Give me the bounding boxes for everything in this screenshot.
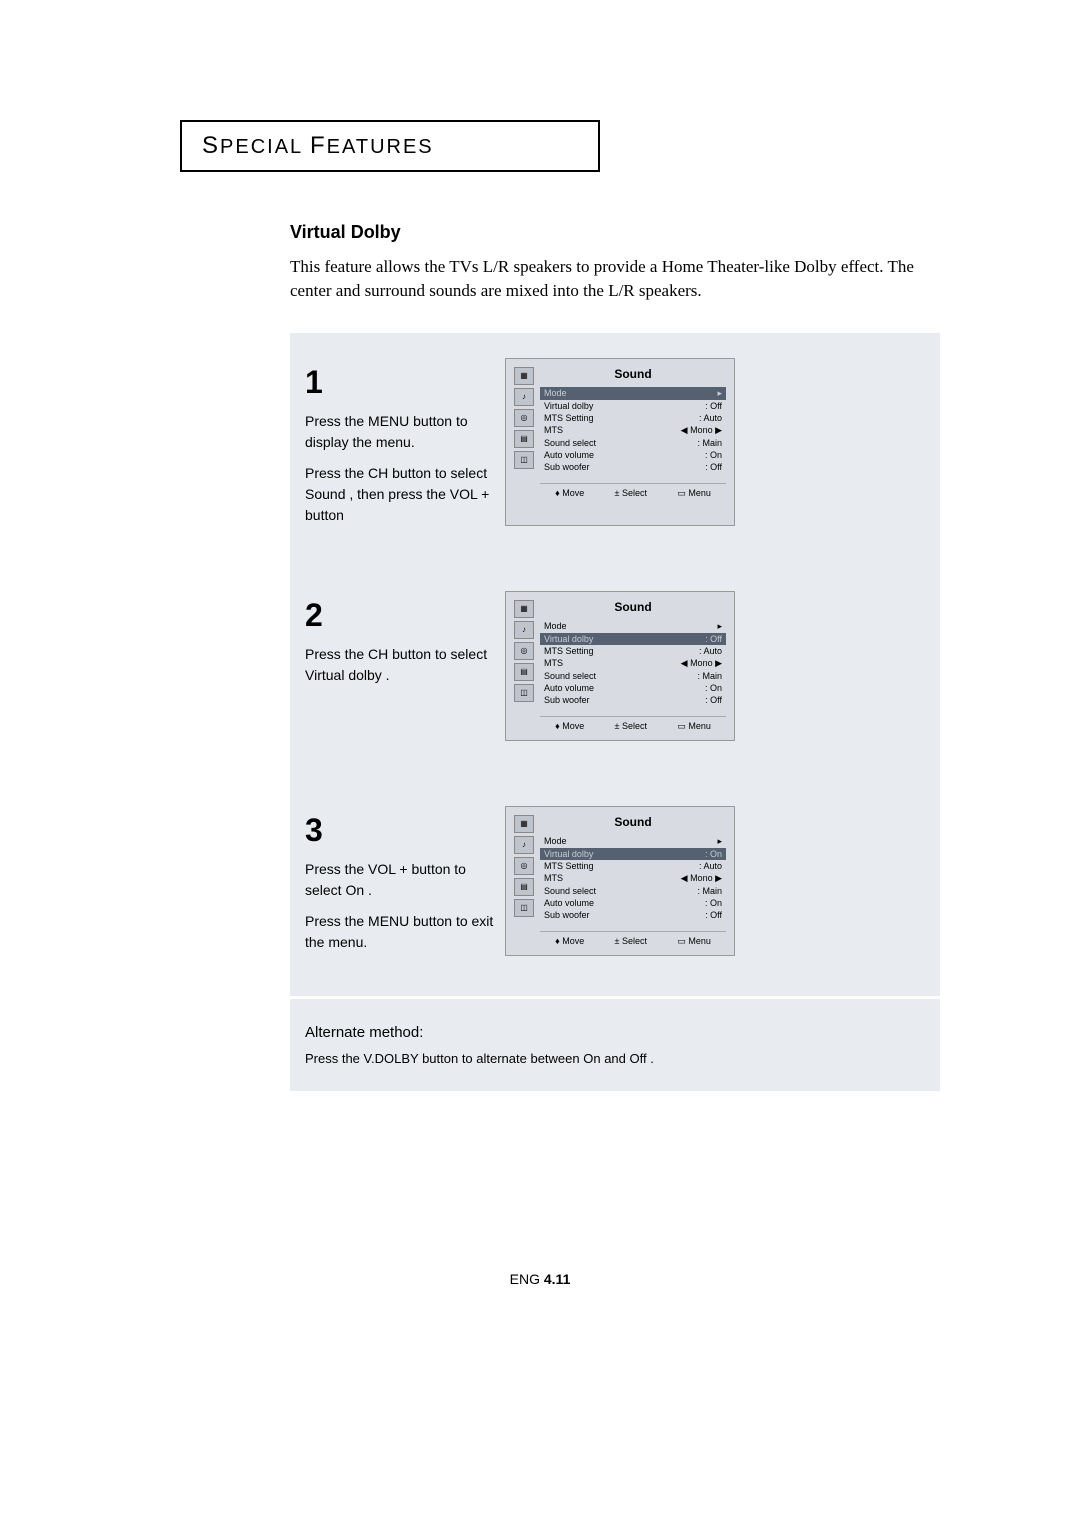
osd-row: MTS Setting : Auto [540,860,726,872]
alt-title: Alternate method: [305,1024,925,1041]
footer-eng: ENG [510,1271,540,1287]
osd-row: Virtual dolby : Off [540,633,726,645]
osd-icon: ◎ [514,857,534,875]
osd-footer: ♦ Move ± Select ▭ Menu [540,716,726,732]
osd-icon: ◎ [514,409,534,427]
section-title: Virtual Dolby [290,222,940,243]
osd-footer: ♦ Move ± Select ▭ Menu [540,483,726,499]
intro-text: This feature allows the TVs L/R speakers… [290,255,940,303]
osd-icon: ▤ [514,430,534,448]
osd-row: Virtual dolby : On [540,848,726,860]
osd-row: Auto volume : On [540,449,726,461]
osd-row: Virtual dolby : Off [540,400,726,412]
osd-icon: ▤ [514,663,534,681]
osd-row: Sub woofer : Off [540,694,726,706]
osd-row: Sound select : Main [540,670,726,682]
step-2-number: 2 [305,591,495,639]
header-part2: EATURES [327,136,434,158]
osd-row: MTS Setting : Auto [540,645,726,657]
step-3-number: 3 [305,806,495,854]
step-1-number: 1 [305,358,495,406]
osd-row: Mode ▸ [540,387,726,400]
step-1: 1 Press the MENU button to display the m… [290,333,940,566]
steps-container: 1 Press the MENU button to display the m… [290,333,940,1091]
header-box: SPECIAL FEATURES [180,120,600,172]
osd-icon: ◫ [514,684,534,702]
step-2: 2 Press the CH button to select Virtual … [290,566,940,781]
osd-row: Sub woofer : Off [540,461,726,473]
osd-icon: ▦ [514,367,534,385]
step-1-text2: Press the CH button to select Sound , th… [305,463,495,526]
osd-row: MTS ◀ Mono ▶ [540,657,726,670]
osd-row: MTS ◀ Mono ▶ [540,872,726,885]
osd-icon: ▤ [514,878,534,896]
osd-row: Auto volume : On [540,897,726,909]
page-header: SPECIAL FEATURES [202,136,434,158]
osd-icon: ▦ [514,815,534,833]
osd-footer: ♦ Move ± Select ▭ Menu [540,931,726,947]
osd-row: MTS Setting : Auto [540,412,726,424]
osd-row: Mode ▸ [540,835,726,848]
osd-icon: ◎ [514,642,534,660]
osd-icon: ◫ [514,451,534,469]
osd-panel-2: ▦ ♪ ◎ ▤ ◫ Sound Mode ▸ [505,591,735,741]
footer-pagenum: 4.11 [544,1271,570,1287]
osd-icon: ♪ [514,621,534,639]
header-part1: PECIAL [220,136,302,158]
osd-title: Sound [540,815,726,829]
osd-panel-3: ▦ ♪ ◎ ▤ ◫ Sound Mode ▸ [505,806,735,956]
osd-row: MTS ◀ Mono ▶ [540,424,726,437]
osd-title: Sound [540,600,726,614]
step-3-text: Press the VOL + button to select On . [305,859,495,901]
osd-row: Mode ▸ [540,620,726,633]
osd-icon: ◫ [514,899,534,917]
step-3-text2: Press the MENU button to exit the menu. [305,911,495,953]
step-2-text: Press the CH button to select Virtual do… [305,644,495,686]
osd-icon: ♪ [514,836,534,854]
step-3: 3 Press the VOL + button to select On . … [290,781,940,996]
osd-panel-1: ▦ ♪ ◎ ▤ ◫ Sound Mode ▸ [505,358,735,526]
osd-icon: ♪ [514,388,534,406]
step-1-text: Press the MENU button to display the men… [305,411,495,453]
osd-row: Auto volume : On [540,682,726,694]
page-footer: ENG 4.11 [80,1271,1000,1287]
alt-text: Press the V.DOLBY button to alternate be… [305,1051,925,1066]
osd-icon: ▦ [514,600,534,618]
osd-row: Sound select : Main [540,437,726,449]
alternate-method: Alternate method: Press the V.DOLBY butt… [290,999,940,1091]
osd-title: Sound [540,367,726,381]
osd-row: Sub woofer : Off [540,909,726,921]
osd-row: Sound select : Main [540,885,726,897]
